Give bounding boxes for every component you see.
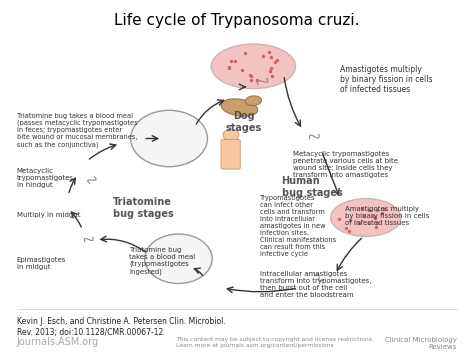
- Text: Dog
stages: Dog stages: [226, 111, 262, 133]
- Ellipse shape: [221, 99, 258, 116]
- Text: Kevin J. Esch, and Christine A. Petersen Clin. Microbiol.
Rev. 2013; doi:10.1128: Kevin J. Esch, and Christine A. Petersen…: [17, 317, 226, 337]
- Text: Triatomine
bug stages: Triatomine bug stages: [113, 197, 173, 219]
- Ellipse shape: [245, 96, 262, 105]
- Ellipse shape: [331, 199, 401, 236]
- Text: Life cycle of Trypanosoma cruzi.: Life cycle of Trypanosoma cruzi.: [114, 13, 360, 28]
- Text: Metacyclic
trypomastigotes
in hindgut: Metacyclic trypomastigotes in hindgut: [17, 168, 74, 188]
- Text: Epimastigotes
in midgut: Epimastigotes in midgut: [17, 257, 66, 270]
- Text: Intracellular amastigotes
transform into trypomastigotes,
then burst out of the : Intracellular amastigotes transform into…: [260, 271, 372, 298]
- Text: Clinical Microbiology
Reviews: Clinical Microbiology Reviews: [385, 337, 457, 350]
- Text: Human
bug stages: Human bug stages: [282, 176, 342, 198]
- Text: Journals.ASM.org: Journals.ASM.org: [17, 337, 99, 347]
- FancyBboxPatch shape: [221, 140, 240, 169]
- Text: Triatomine bug
takes a blood meal
(trypomastigotes
ingested): Triatomine bug takes a blood meal (trypo…: [129, 247, 195, 275]
- Text: Amastigotes multiply
by binary fission in cells
of infected tissues: Amastigotes multiply by binary fission i…: [340, 65, 433, 94]
- Ellipse shape: [211, 44, 296, 89]
- Circle shape: [145, 234, 212, 284]
- Circle shape: [131, 110, 208, 167]
- Circle shape: [223, 129, 239, 141]
- Text: Triatomine bug takes a blood meal
(passes metacyclic trypomastigotes
in feces; t: Triatomine bug takes a blood meal (passe…: [17, 113, 137, 148]
- Text: This content may be subject to copyright and license restrictions.
Learn more at: This content may be subject to copyright…: [176, 337, 374, 348]
- Text: Metacyclic trypomastigotes
penetrate various cells at bite
wound site; inside ce: Metacyclic trypomastigotes penetrate var…: [293, 151, 398, 178]
- Text: Multiply in midgut: Multiply in midgut: [17, 212, 80, 218]
- Text: Amastigotes multiply
by binary fission in cells
of infected tissues: Amastigotes multiply by binary fission i…: [345, 206, 429, 225]
- Text: Trypomastigotes
can infect other
cells and transform
into intracellular
amastigo: Trypomastigotes can infect other cells a…: [260, 195, 337, 257]
